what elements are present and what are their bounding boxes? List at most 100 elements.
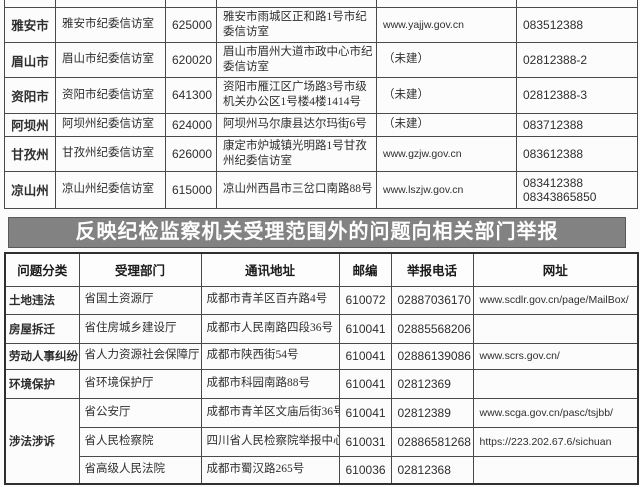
cell-empty <box>4 0 56 8</box>
cell-website: （未建） <box>376 77 517 114</box>
cell-city: 雅安市 <box>4 6 56 43</box>
cell-phone: 02887036170 <box>390 285 474 315</box>
cell-city: 甘孜州 <box>4 135 56 172</box>
cell-address: 成都市蜀汉路265号 <box>200 455 340 485</box>
phone-line-1: 083412388 <box>523 175 584 190</box>
cell-city: 眉山市 <box>4 41 56 79</box>
cell-dept: 省国土资源厅 <box>78 285 202 315</box>
cell-category: 房屋拆迁 <box>4 313 80 344</box>
cell-dept: 省住房城乡建设厅 <box>78 313 202 344</box>
cell-dept: 省公安厅 <box>78 397 202 428</box>
cell-website: www.scrs.gov.cn/ <box>472 342 639 370</box>
table-row: 涉法涉诉 省公安厅 成都市青羊区文庙后街36号 610041 02812389 … <box>4 397 639 485</box>
cell-phone: 083612388 <box>516 135 638 172</box>
cell-dept: 省高级人民法院 <box>78 455 202 485</box>
cell-phone: 02812368 <box>390 455 474 485</box>
cell-website <box>472 455 639 485</box>
cell-empty <box>376 0 517 8</box>
cell-city: 阿坝州 <box>4 112 56 137</box>
table-row: 省人民检察院 四川省人民检察院举报中心 610031 02886581268 h… <box>5 426 639 457</box>
cell-address: 成都市青羊区百卉路4号 <box>200 285 340 315</box>
table-row: 凉山州 凉山州纪委信访室 615000 凉山州西昌市三岔口南路88号 www.l… <box>4 170 638 209</box>
cell-address: 阿坝州马尔康县达尔玛街6号 <box>216 112 377 137</box>
header-postal: 邮编 <box>338 252 392 287</box>
cell-website <box>472 313 639 344</box>
table-row-partial <box>4 0 638 8</box>
table-row: 环境保护 省环境保护厅 成都市科园南路88号 610041 02812369 <box>4 368 639 399</box>
cell-empty <box>216 0 377 8</box>
cell-address: 眉山市眉州大道市政中心市纪委信访室 <box>216 41 377 79</box>
cell-address: 成都市陕西街54号 <box>200 342 340 370</box>
cell-postal: 610041 <box>338 397 392 428</box>
table-row: 房屋拆迁 省住房城乡建设厅 成都市人民南路四段36号 610041 028855… <box>4 313 639 344</box>
cell-category-rowspan: 涉法涉诉 <box>4 397 80 485</box>
cell-postal: 610031 <box>338 426 392 457</box>
cell-website: www.gzjw.gov.cn <box>376 135 517 172</box>
cell-phone: 083412388 08343865850 <box>516 170 638 209</box>
cell-postal: 610041 <box>338 368 392 399</box>
cell-phone: 02812369 <box>390 368 474 399</box>
cell-phone: 02812389 <box>390 397 474 428</box>
table-row: 雅安市 雅安市纪委信访室 625000 雅安市雨城区正和路1号市纪委信访室 ww… <box>4 6 638 43</box>
cell-postal: 610036 <box>338 455 392 485</box>
table-row: 土地违法 省国土资源厅 成都市青羊区百卉路4号 610072 028870361… <box>4 285 639 315</box>
cell-city: 资阳市 <box>4 77 56 114</box>
referral-departments-table: 问题分类 受理部门 通讯地址 邮编 举报电话 网址 土地违法 省国土资源厅 成都… <box>4 252 639 485</box>
cell-category: 劳动人事纠纷 <box>4 342 80 370</box>
cell-website: www.scdlr.gov.cn/page/MailBox/ <box>472 285 639 315</box>
cell-address: 凉山州西昌市三岔口南路88号 <box>216 170 377 209</box>
cell-phone: 083712388 <box>516 112 638 137</box>
cell-office: 阿坝州纪委信访室 <box>55 112 166 137</box>
cell-category: 环境保护 <box>4 368 80 399</box>
cell-empty <box>55 0 166 8</box>
cell-address: 资阳市雁江区广场路3号市级机关办公区1号楼4楼1414号 <box>216 77 377 114</box>
cell-office: 资阳市纪委信访室 <box>55 77 166 114</box>
cell-dept: 省人力资源社会保障厅 <box>78 342 202 370</box>
cell-postal: 626000 <box>165 135 217 172</box>
table-header-row: 问题分类 受理部门 通讯地址 邮编 举报电话 网址 <box>4 252 639 287</box>
cell-website: www.lszjw.gov.cn <box>376 170 517 209</box>
cell-office: 眉山市纪委信访室 <box>55 41 166 79</box>
cell-postal: 610041 <box>338 313 392 344</box>
cell-phone: 02812388-3 <box>516 77 638 114</box>
cell-website <box>472 368 639 399</box>
cell-office: 甘孜州纪委信访室 <box>55 135 166 172</box>
header-dept: 受理部门 <box>78 252 202 287</box>
section-title-banner: 反映纪检监察机关受理范围外的问题向相关部门举报 <box>8 217 626 248</box>
cell-website: （未建） <box>376 112 517 137</box>
table-row: 甘孜州 甘孜州纪委信访室 626000 康定市炉城镇光明路1号甘孜州纪委信访室 … <box>4 135 638 172</box>
cell-address: 康定市炉城镇光明路1号甘孜州纪委信访室 <box>216 135 377 172</box>
cell-postal: 625000 <box>165 6 217 43</box>
cell-empty <box>165 0 217 8</box>
table-row: 省高级人民法院 成都市蜀汉路265号 610036 02812368 <box>5 455 639 485</box>
cell-phone: 02812388-2 <box>516 41 638 79</box>
header-phone: 举报电话 <box>390 252 474 287</box>
cell-address: 成都市人民南路四段36号 <box>200 313 340 344</box>
cell-city: 凉山州 <box>4 170 56 209</box>
cell-empty <box>516 0 638 8</box>
table-row: 资阳市 资阳市纪委信访室 641300 资阳市雁江区广场路3号市级机关办公区1号… <box>4 77 638 114</box>
cell-category: 土地违法 <box>4 285 80 315</box>
cell-postal: 610072 <box>338 285 392 315</box>
phone-line-2: 08343865850 <box>523 189 597 204</box>
cell-postal: 641300 <box>165 77 217 114</box>
cell-postal: 624000 <box>165 112 217 137</box>
table-row: 阿坝州 阿坝州纪委信访室 624000 阿坝州马尔康县达尔玛街6号 （未建） 0… <box>4 112 638 137</box>
header-category: 问题分类 <box>4 252 80 287</box>
cell-website: www.scga.gov.cn/pasc/tsjbb/ <box>472 397 639 428</box>
cell-phone: 02886139086 <box>390 342 474 370</box>
cell-address: 四川省人民检察院举报中心 <box>200 426 340 457</box>
header-website: 网址 <box>472 252 639 287</box>
city-commission-table: 雅安市 雅安市纪委信访室 625000 雅安市雨城区正和路1号市纪委信访室 ww… <box>4 0 638 209</box>
cell-address: 雅安市雨城区正和路1号市纪委信访室 <box>216 6 377 43</box>
cell-website: https://223.202.67.6/sichuan <box>472 426 639 457</box>
header-address: 通讯地址 <box>200 252 340 287</box>
cell-address: 成都市青羊区文庙后街36号 <box>200 397 340 428</box>
cell-office: 雅安市纪委信访室 <box>55 6 166 43</box>
cell-postal: 615000 <box>165 170 217 209</box>
table-row: 眉山市 眉山市纪委信访室 620020 眉山市眉州大道市政中心市纪委信访室 （未… <box>4 41 638 79</box>
cell-dept: 省人民检察院 <box>78 426 202 457</box>
cell-website: www.yajjw.gov.cn <box>376 6 517 43</box>
cell-phone: 083512388 <box>516 6 638 43</box>
